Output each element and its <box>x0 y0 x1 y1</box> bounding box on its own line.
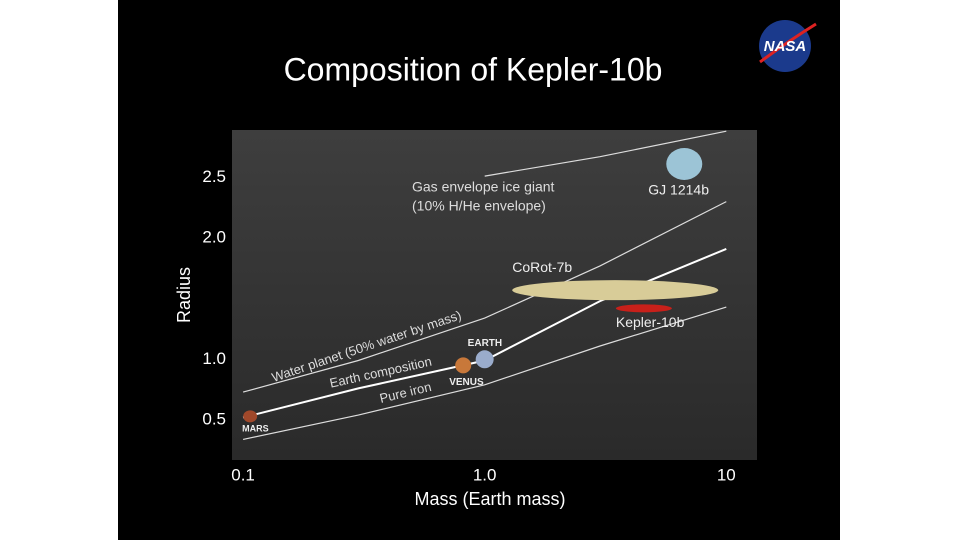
x-tick-label: 0.1 <box>231 465 255 484</box>
plot <box>242 130 727 440</box>
y-axis-label: Radius <box>174 267 194 323</box>
y-tick-label: 2.5 <box>202 167 226 186</box>
y-tick-label: 0.5 <box>202 409 226 428</box>
logo-text: NASA <box>764 38 807 55</box>
y-tick-label: 1.0 <box>202 349 226 368</box>
curve <box>242 306 727 440</box>
planet <box>666 147 703 180</box>
curve-note: (10% H/He envelope) <box>412 198 546 214</box>
planet <box>455 357 472 374</box>
planet <box>512 280 719 301</box>
logo-swoosh <box>759 22 817 64</box>
planet-label: MARS <box>242 424 269 434</box>
planet <box>615 304 672 313</box>
planet <box>475 350 494 369</box>
planet-label: CoRot-7b <box>512 259 572 275</box>
curve-label: Gas envelope ice giant <box>412 179 555 195</box>
slide-title: Composition of Kepler-10b <box>284 51 663 87</box>
planet-label: GJ 1214b <box>648 182 709 198</box>
y-tick-label: 2.0 <box>202 227 226 246</box>
planet-label: Kepler-10b <box>616 314 685 330</box>
curve <box>484 130 727 177</box>
x-axis-label: Mass (Earth mass) <box>414 489 565 509</box>
curve <box>242 201 727 393</box>
x-tick-label: 10 <box>717 465 736 484</box>
x-tick-label: 1.0 <box>473 465 497 484</box>
planet-label: EARTH <box>468 338 502 349</box>
planet <box>243 410 258 423</box>
planet-label: VENUS <box>449 377 484 388</box>
